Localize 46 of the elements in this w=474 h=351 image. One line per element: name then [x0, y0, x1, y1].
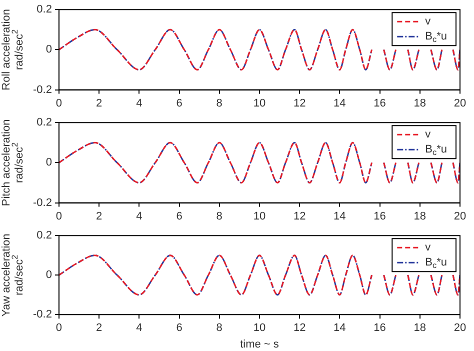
- x-tick-label: 12: [293, 210, 306, 222]
- x-tick-label: 4: [136, 97, 142, 110]
- x-tick-label: 14: [334, 322, 346, 334]
- x-axis-title: time ~ s: [240, 338, 280, 350]
- y-tick-label: -0.2: [32, 84, 52, 96]
- x-tick-label: 2: [96, 322, 102, 334]
- x-tick-label: 12: [293, 97, 306, 110]
- x-tick-label: 10: [253, 97, 266, 110]
- y-tick-label: 0.2: [36, 4, 52, 16]
- y-tick-label: 0.2: [36, 116, 52, 129]
- x-tick-label: 16: [374, 210, 386, 222]
- x-tick-label: 2: [96, 210, 102, 222]
- x-tick-label: 18: [414, 322, 426, 334]
- x-tick-label: 14: [334, 210, 346, 222]
- y-tick-label: -0.2: [32, 196, 52, 209]
- x-tick-label: 6: [176, 97, 182, 110]
- x-tick-label: 12: [293, 322, 306, 334]
- x-tick-label: 4: [136, 322, 142, 334]
- x-tick-label: 14: [334, 97, 346, 110]
- y-tick-label: 0: [46, 44, 52, 56]
- x-tick-label: 20: [454, 97, 466, 110]
- x-tick-label: 8: [216, 210, 222, 222]
- legend-label: v: [425, 242, 432, 254]
- x-tick-label: 16: [374, 97, 386, 110]
- y-tick-label: 0.2: [36, 230, 52, 242]
- x-tick-label: 6: [176, 210, 182, 222]
- x-tick-label: 6: [176, 322, 182, 334]
- x-tick-label: 20: [454, 210, 466, 222]
- x-tick-label: 0: [56, 97, 62, 110]
- y-tick-label: 0: [46, 269, 52, 282]
- y-tick-label: 0: [46, 156, 52, 169]
- x-tick-label: 18: [414, 97, 426, 110]
- legend-label: v: [425, 16, 432, 28]
- x-tick-label: 20: [454, 322, 466, 334]
- x-tick-label: 8: [216, 97, 222, 110]
- legend-label: v: [425, 128, 432, 141]
- x-tick-label: 8: [216, 322, 222, 334]
- x-tick-label: 10: [253, 322, 266, 334]
- x-tick-label: 2: [96, 97, 102, 110]
- x-tick-label: 0: [56, 322, 62, 334]
- x-tick-label: 16: [374, 322, 386, 334]
- x-tick-label: 10: [253, 210, 266, 222]
- y-tick-label: -0.2: [32, 308, 52, 321]
- x-tick-label: 0: [56, 210, 62, 222]
- x-tick-label: 18: [414, 210, 426, 222]
- x-tick-label: 4: [136, 210, 142, 222]
